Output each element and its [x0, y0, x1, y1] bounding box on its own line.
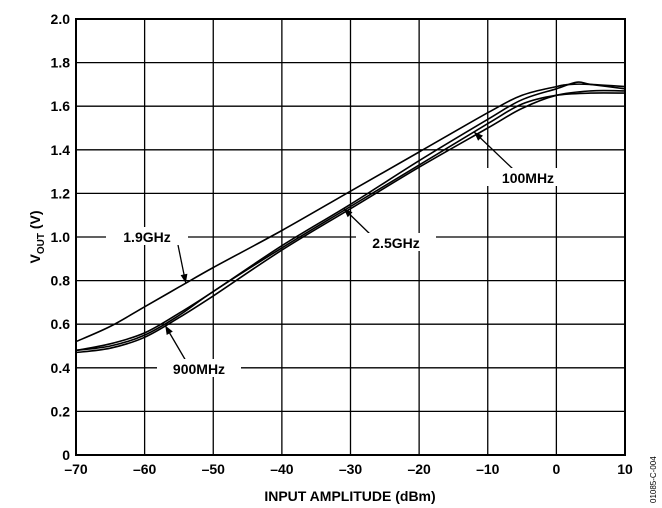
y-tick-label: 1.2: [51, 185, 71, 201]
x-tick-label: –20: [407, 461, 431, 477]
annotation-arrowhead: [343, 208, 353, 218]
y-tick-label: 0.6: [51, 316, 71, 332]
x-tick-label: –10: [476, 461, 500, 477]
y-tick-label: 0.2: [51, 403, 71, 419]
x-tick-label: –30: [339, 461, 363, 477]
y-axis-title-unit: (V): [27, 210, 43, 233]
y-axis-title-sub: OUT: [36, 233, 47, 254]
x-tick-label: –50: [202, 461, 226, 477]
tick-label-layer: –70 –60 –50 –40 –30 –20 –10 0 10 0 0.2 0.4 0.6 0.8 1.0…: [51, 11, 633, 477]
series-line-900mhz: [75, 89, 626, 354]
annotation-arrowhead: [180, 273, 188, 284]
curve-layer: [75, 81, 626, 354]
y-axis-title: VOUT (V): [27, 210, 47, 263]
plot-frame: [75, 18, 626, 456]
x-tick-label: –70: [64, 461, 88, 477]
series-line-2-5ghz: [75, 81, 626, 352]
annotation-900mhz: 900MHz: [173, 361, 225, 377]
x-tick-label: –60: [133, 461, 157, 477]
x-tick-label: 0: [552, 461, 560, 477]
y-axis-title-main: V: [27, 254, 43, 264]
y-tick-label: 2.0: [51, 11, 71, 27]
annotation-leader-100mhz: [473, 131, 515, 171]
annotation-label-bg-1-9ghz: [106, 227, 188, 245]
x-tick-label: 10: [617, 461, 633, 477]
annotation-2-5ghz: 2.5GHz: [372, 235, 419, 251]
annotation-label-bg-100mhz: [487, 168, 569, 186]
annotation-layer: 1.9GHz 2.5GHz 100MHz 900MHz: [106, 131, 569, 377]
y-tick-label: 1.0: [51, 229, 71, 245]
x-tick-label: –40: [270, 461, 294, 477]
annotation-arrowhead: [165, 325, 173, 335]
y-tick-label: 1.8: [51, 55, 71, 71]
annotation-arrowhead: [474, 131, 483, 141]
y-tick-label: 0: [62, 447, 70, 463]
y-tick-label: 1.6: [51, 98, 71, 114]
annotation-100mhz: 100MHz: [502, 170, 554, 186]
y-tick-label: 0.8: [51, 273, 71, 289]
figure-code: 01085-C-004: [649, 456, 658, 503]
annotation-label-bg-900mhz: [157, 359, 241, 377]
y-tick-label: 0.4: [51, 360, 71, 376]
y-tick-label: 1.4: [51, 142, 71, 158]
annotation-label-bg-2-5ghz: [356, 233, 436, 251]
annotation-1-9ghz: 1.9GHz: [123, 229, 170, 245]
x-axis-title: INPUT AMPLITUDE (dBm): [264, 488, 435, 504]
